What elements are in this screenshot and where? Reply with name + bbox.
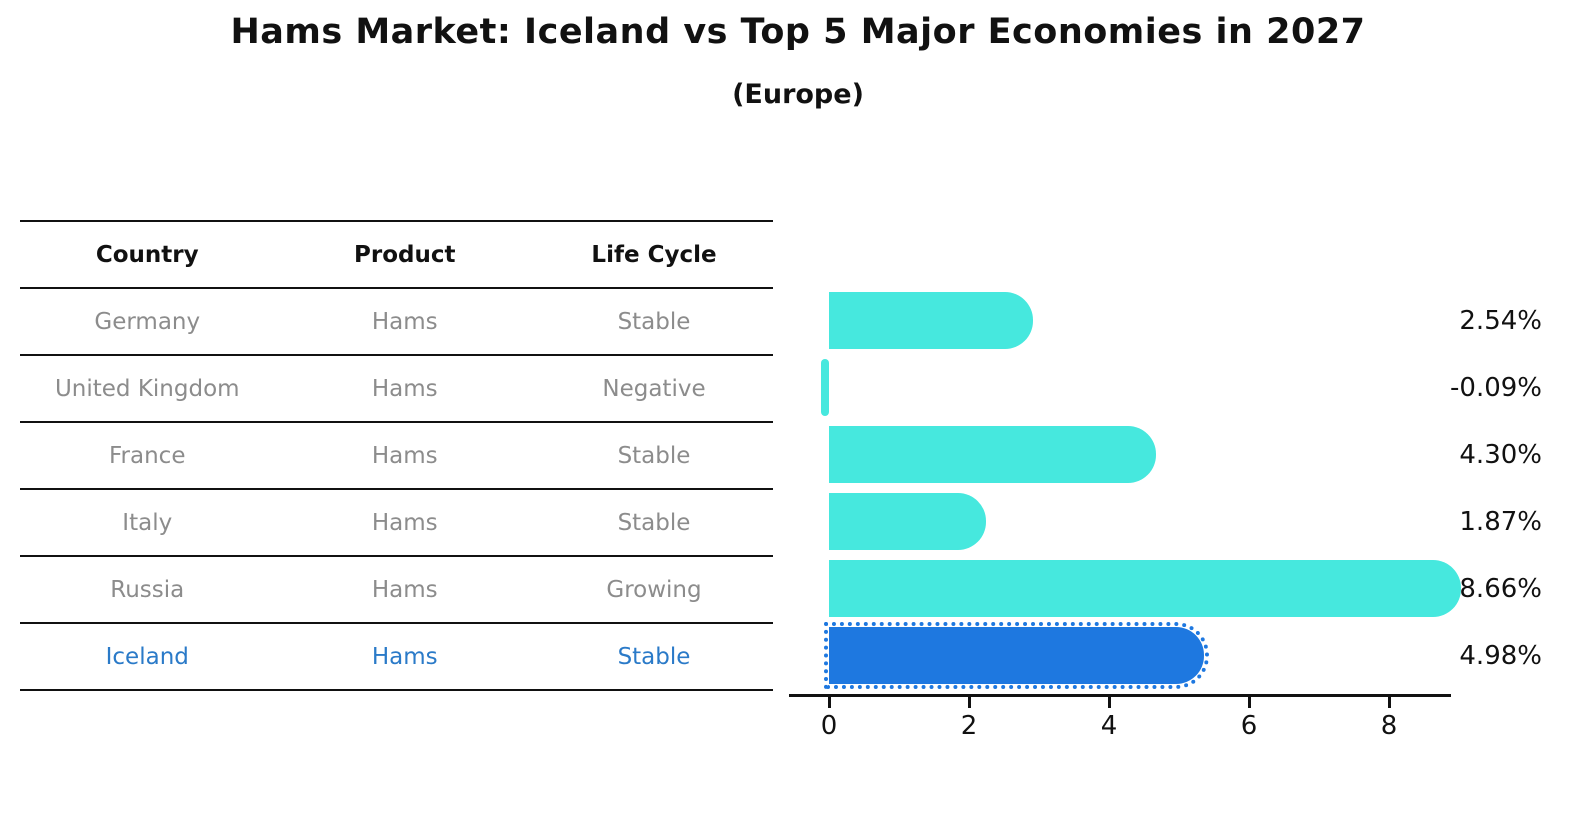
table-row: France Hams Stable bbox=[20, 423, 773, 490]
x-tick-label: 0 bbox=[820, 711, 838, 741]
value-label: 8.66% bbox=[1459, 573, 1542, 604]
cell-lifecycle: Growing bbox=[606, 576, 702, 603]
column-header-country: Country bbox=[95, 241, 199, 268]
value-label: 4.30% bbox=[1459, 439, 1542, 470]
value-label: 4.98% bbox=[1459, 640, 1542, 671]
chart-subtitle: (Europe) bbox=[732, 79, 864, 110]
cell-lifecycle: Stable bbox=[617, 308, 691, 335]
bar-france bbox=[829, 426, 1156, 483]
cell-country: France bbox=[109, 442, 186, 469]
x-tick-label: 8 bbox=[1380, 711, 1398, 741]
table-header-row: Country Product Life Cycle bbox=[20, 222, 773, 289]
table-row: United Kingdom Hams Negative bbox=[20, 356, 773, 423]
cell-lifecycle: Stable bbox=[617, 643, 691, 670]
bar-germany bbox=[829, 292, 1033, 349]
cell-product: Hams bbox=[371, 442, 438, 469]
cell-lifecycle: Stable bbox=[617, 442, 691, 469]
x-tick-label: 4 bbox=[1100, 711, 1118, 741]
bar-russia bbox=[829, 560, 1462, 617]
cell-product: Hams bbox=[371, 643, 438, 670]
x-tick bbox=[827, 697, 831, 708]
cell-lifecycle: Stable bbox=[617, 509, 691, 536]
column-header-product: Product bbox=[354, 241, 456, 268]
x-tick-label: 6 bbox=[1240, 711, 1258, 741]
x-tick bbox=[1387, 697, 1391, 708]
cell-country: Germany bbox=[94, 308, 201, 335]
table-row: Russia Hams Growing bbox=[20, 557, 773, 624]
x-tick bbox=[1107, 697, 1111, 708]
x-tick-label: 2 bbox=[960, 711, 978, 741]
x-axis-line bbox=[789, 694, 1451, 697]
cell-product: Hams bbox=[371, 576, 438, 603]
cell-product: Hams bbox=[371, 308, 438, 335]
cell-lifecycle: Negative bbox=[602, 375, 706, 402]
bar-united-kingdom bbox=[820, 359, 829, 416]
cell-product: Hams bbox=[371, 375, 438, 402]
bar-italy bbox=[829, 493, 986, 550]
country-table: Country Product Life Cycle Germany Hams St… bbox=[20, 220, 773, 691]
cell-product: Hams bbox=[371, 509, 438, 536]
table-row: Iceland Hams Stable bbox=[20, 624, 773, 691]
cell-country: Iceland bbox=[105, 643, 189, 670]
x-tick bbox=[967, 697, 971, 708]
table-row: Germany Hams Stable bbox=[20, 289, 773, 356]
bar-iceland bbox=[824, 622, 1209, 689]
table-body: Germany Hams Stable United Kingdom Hams Negat… bbox=[20, 289, 773, 691]
cell-country: Italy bbox=[122, 509, 173, 536]
chart-title: Hams Market: Iceland vs Top 5 Major Econ… bbox=[230, 12, 1366, 52]
cell-country: United Kingdom bbox=[54, 375, 240, 402]
value-label: 1.87% bbox=[1459, 506, 1542, 537]
column-header-lifecycle: Life Cycle bbox=[591, 241, 717, 268]
table-row: Italy Hams Stable bbox=[20, 490, 773, 557]
value-label: -0.09% bbox=[1450, 372, 1542, 403]
x-tick bbox=[1247, 697, 1251, 708]
value-label: 2.54% bbox=[1459, 305, 1542, 336]
cell-country: Russia bbox=[110, 576, 185, 603]
